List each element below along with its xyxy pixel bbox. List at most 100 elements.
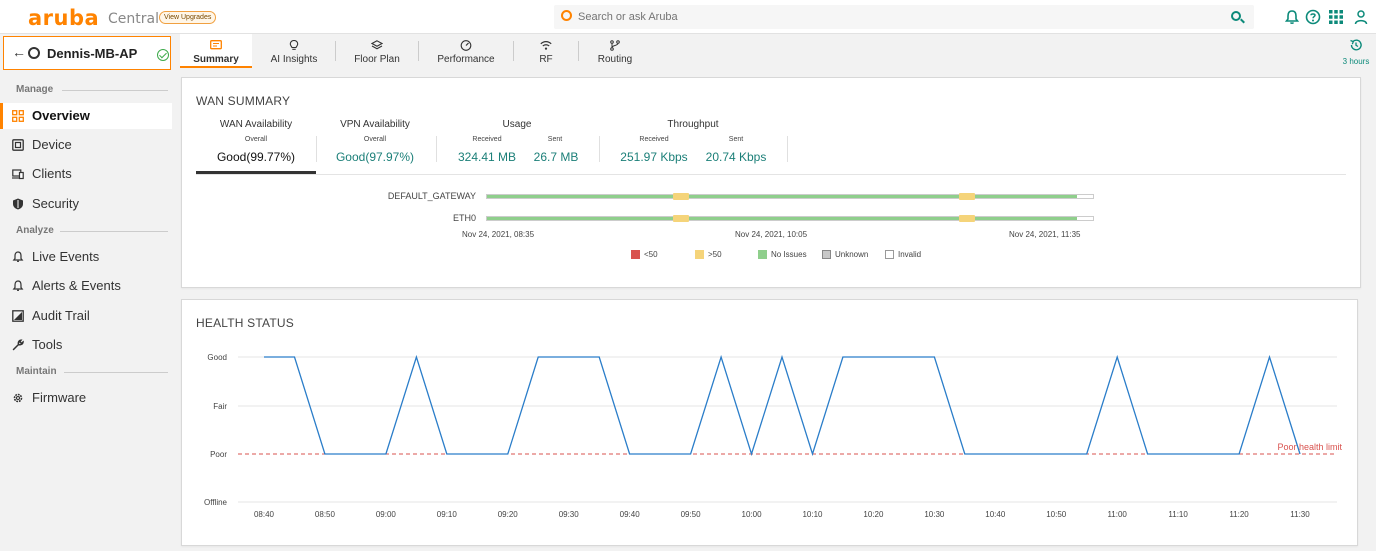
- y-tick-label: Good: [207, 353, 227, 362]
- y-tick-label: Fair: [213, 402, 227, 411]
- user-icon[interactable]: [1353, 9, 1369, 25]
- legend-label: Unknown: [835, 250, 869, 259]
- health-status-chart[interactable]: Offline Poor Fair Good Poor health limit 08:4…: [182, 310, 1352, 540]
- status-ok-icon: [157, 49, 169, 61]
- sidebar-item-firmware[interactable]: Firmware: [0, 385, 172, 411]
- time-range-selector[interactable]: 3 hours: [1340, 38, 1372, 66]
- sidebar-item-clients[interactable]: Clients: [0, 161, 172, 187]
- metric-value: 324.41 MB: [457, 150, 517, 164]
- tab-floor-plan[interactable]: Floor Plan: [338, 34, 416, 68]
- tab-label: Routing: [597, 54, 633, 65]
- sidebar-item-tools[interactable]: Tools: [0, 332, 172, 358]
- sidebar: ← Dennis-MB-AP Manage Overview Device Cl…: [0, 34, 173, 551]
- x-tick-label: 09:30: [559, 510, 580, 519]
- legend-swatch: [631, 250, 640, 259]
- sidebar-item-label: Security: [32, 196, 79, 211]
- metric-label: Throughput: [667, 119, 719, 130]
- metric-value: 26.7 MB: [533, 150, 579, 164]
- x-tick-label: 10:50: [1046, 510, 1067, 519]
- view-upgrades-button[interactable]: View Upgrades: [159, 11, 217, 24]
- x-tick-label: 08:50: [315, 510, 336, 519]
- search-input[interactable]: [578, 8, 1218, 26]
- legend-label: <50: [644, 250, 658, 259]
- sidebar-item-label: Device: [32, 137, 72, 152]
- tab-routing[interactable]: Routing: [581, 34, 649, 68]
- no-issues-segment: [487, 217, 1077, 220]
- tab-label: AI Insights: [270, 54, 318, 65]
- section-divider: [60, 231, 168, 232]
- warn-segment[interactable]: [959, 193, 975, 200]
- tab-performance[interactable]: Performance: [421, 34, 511, 68]
- uplink-timeline-bar[interactable]: [486, 215, 1094, 222]
- panel-title: HEALTH STATUS: [196, 316, 294, 330]
- metric-divider: [599, 136, 600, 162]
- section-manage: Manage: [16, 84, 54, 95]
- tab-summary[interactable]: Summary: [180, 34, 252, 68]
- search-bar[interactable]: [554, 5, 1254, 29]
- bell-icon: [12, 251, 24, 262]
- device-selector[interactable]: ← Dennis-MB-AP: [3, 36, 171, 70]
- search-icon[interactable]: [1231, 11, 1241, 21]
- access-point-icon: [28, 47, 40, 59]
- gauge-icon: [460, 40, 472, 51]
- tab-rf[interactable]: RF: [516, 34, 576, 68]
- back-arrow-icon[interactable]: ←: [12, 44, 26, 60]
- tab-label: Performance: [437, 54, 495, 65]
- sidebar-item-security[interactable]: Security: [0, 191, 172, 217]
- wrench-icon: [12, 339, 24, 351]
- warn-segment[interactable]: [673, 193, 689, 200]
- section-maintain: Maintain: [16, 366, 57, 377]
- x-tick-label: 08:40: [254, 510, 275, 519]
- x-tick-label: 09:10: [437, 510, 458, 519]
- clients-icon: [12, 169, 24, 180]
- x-tick-label: 11:20: [1229, 510, 1249, 519]
- wifi-icon: [540, 41, 552, 50]
- uplink-timeline-bar[interactable]: [486, 193, 1094, 200]
- metric-sublabel: Overall: [363, 136, 387, 143]
- timeline-label: Nov 24, 2021, 11:35: [1009, 230, 1081, 239]
- timeline-label: Nov 24, 2021, 10:05: [735, 230, 808, 239]
- history-icon: [1350, 39, 1362, 51]
- warn-segment[interactable]: [673, 215, 689, 222]
- tab-ai-insights[interactable]: AI Insights: [255, 34, 333, 68]
- metric-sublabel: Received: [472, 136, 502, 143]
- tab-divider: [513, 41, 514, 61]
- sidebar-item-device[interactable]: Device: [0, 132, 172, 158]
- overview-icon: [12, 110, 24, 122]
- sidebar-item-label: Clients: [32, 166, 72, 181]
- section-divider: [64, 372, 168, 373]
- help-icon[interactable]: [1305, 9, 1321, 25]
- sidebar-item-label: Overview: [32, 108, 90, 123]
- warn-segment[interactable]: [959, 215, 975, 222]
- bell-icon[interactable]: [1284, 9, 1300, 25]
- metric-value: 251.97 Kbps: [620, 150, 688, 164]
- x-tick-label: 10:20: [863, 510, 884, 519]
- metric-value: Good(97.97%): [335, 150, 415, 164]
- legend-swatch: [822, 250, 831, 259]
- sidebar-item-live-events[interactable]: Live Events: [0, 244, 172, 270]
- sidebar-item-alerts-events[interactable]: Alerts & Events: [0, 273, 172, 299]
- legend-swatch: [695, 250, 704, 259]
- tab-bar: Summary AI Insights Floor Plan Performan…: [173, 34, 1376, 68]
- device-name: Dennis-MB-AP: [47, 46, 138, 61]
- section-analyze: Analyze: [16, 225, 54, 236]
- x-tick-label: 10:10: [802, 510, 823, 519]
- sidebar-item-overview[interactable]: Overview: [0, 103, 172, 129]
- sidebar-item-audit-trail[interactable]: Audit Trail: [0, 303, 172, 329]
- aruba-logo[interactable]: aruba: [28, 6, 100, 30]
- bulb-icon: [289, 40, 299, 50]
- apps-grid-icon[interactable]: [1328, 9, 1344, 25]
- x-tick-label: 10:40: [985, 510, 1006, 519]
- gear-icon: [13, 393, 23, 403]
- tab-divider: [335, 41, 336, 61]
- shield-icon: [13, 198, 23, 210]
- metric-value: Good(99.77%): [216, 150, 296, 164]
- bell-icon: [12, 280, 24, 291]
- audit-icon: [12, 310, 24, 322]
- legend-swatch: [758, 250, 767, 259]
- sidebar-item-label: Live Events: [32, 249, 100, 264]
- summary-icon: [210, 40, 222, 50]
- metric-label: Usage: [502, 119, 532, 130]
- legend-label: No Issues: [771, 250, 807, 259]
- metric-sublabel: Overall: [244, 136, 268, 143]
